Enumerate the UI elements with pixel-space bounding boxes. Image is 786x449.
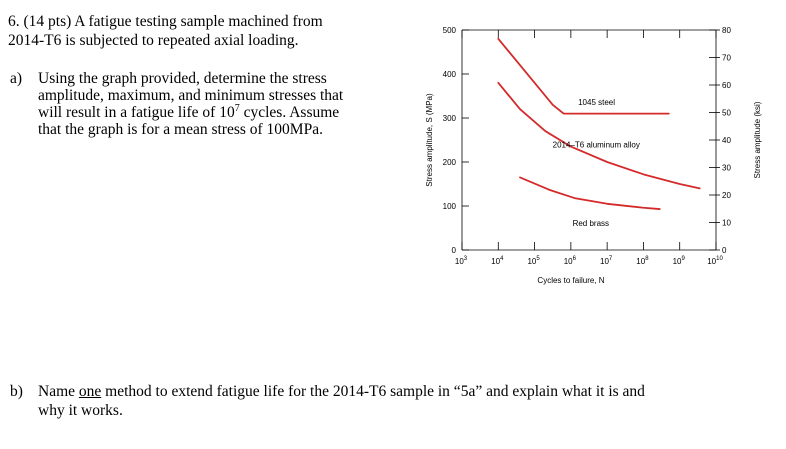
part-b-line1-post: method to extend fatigue life for the 20… <box>101 383 645 400</box>
y2-axis-label: Stress amplitude (ksi) <box>753 101 762 178</box>
y-tick-label: 100 <box>443 202 457 211</box>
y-tick-label: 200 <box>443 158 457 167</box>
part-a-line4: that the graph is for a mean stress of 1… <box>38 121 323 138</box>
y2-tick-label: 80 <box>722 26 731 35</box>
part-b: b) Name one method to extend fatigue lif… <box>10 382 758 420</box>
question-header: 6. (14 pts) A fatigue testing sample mac… <box>8 12 408 50</box>
y2-tick-label: 60 <box>722 81 731 90</box>
question-title-line2: 2014-T6 is subjected to repeated axial l… <box>8 32 299 49</box>
part-a-line3: will result in a fatigue life of 107 cyc… <box>38 103 398 122</box>
part-a-line3-exponent: 7 <box>234 103 240 114</box>
y-tick-label: 500 <box>443 26 457 35</box>
question-title-line1: 6. (14 pts) A fatigue testing sample mac… <box>8 13 323 30</box>
part-a-line3-pre: will result in a fatigue life of 10 <box>38 104 235 121</box>
x-tick-label: 106 <box>564 256 577 266</box>
x-axis-label: Cycles to failure, N <box>537 276 604 285</box>
y2-tick-label: 10 <box>722 219 731 228</box>
series-curve <box>497 81 701 190</box>
y2-tick-label: 0 <box>722 246 727 255</box>
x-tick-label: 107 <box>600 256 613 266</box>
part-b-label: b) <box>10 383 23 400</box>
x-tick-label: 108 <box>636 256 649 266</box>
part-b-line1-pre: Name <box>38 383 79 400</box>
y-tick-label: 300 <box>443 114 457 123</box>
series-label: 2014–T6 aluminum alloy <box>553 140 640 149</box>
sn-fatigue-chart: 103 104 105 106 107 108 109 1010 Cycles to failu… <box>425 26 762 285</box>
y2-tick-label: 50 <box>722 109 731 118</box>
y2-tick-label: 30 <box>722 164 731 173</box>
part-a-line3-post: cycles. Assume <box>239 104 340 121</box>
y2-tick-label: 70 <box>722 54 731 63</box>
y-tick-label: 0 <box>452 246 457 255</box>
y-tick-label: 400 <box>443 70 457 79</box>
x-tick-label: 105 <box>527 256 540 266</box>
part-b-line1: Name one method to extend fatigue life f… <box>38 382 758 401</box>
part-a-line2: amplitude, maximum, and minimum stresses… <box>38 87 344 104</box>
y-axis-label: Stress amplitude, S (MPa) <box>425 93 434 187</box>
part-a-label: a) <box>10 70 23 87</box>
series-label: 1045 steel <box>578 98 615 107</box>
x-tick-label: 109 <box>673 256 686 266</box>
x-tick-label: 103 <box>455 256 468 266</box>
y2-tick-label: 40 <box>722 136 731 145</box>
series-curve <box>519 176 661 210</box>
y2-tick-label: 20 <box>722 191 731 200</box>
part-a-line1: Using the graph provided, determine the … <box>38 70 327 87</box>
part-a: a) Using the graph provided, determine t… <box>10 70 398 138</box>
series-label: Red brass <box>573 219 609 228</box>
series-curve <box>497 37 670 115</box>
part-b-underlined-word: one <box>78 383 102 400</box>
part-b-line2: why it works. <box>38 402 123 419</box>
x-tick-label: 1010 <box>707 256 723 266</box>
x-tick-label: 104 <box>491 256 504 266</box>
